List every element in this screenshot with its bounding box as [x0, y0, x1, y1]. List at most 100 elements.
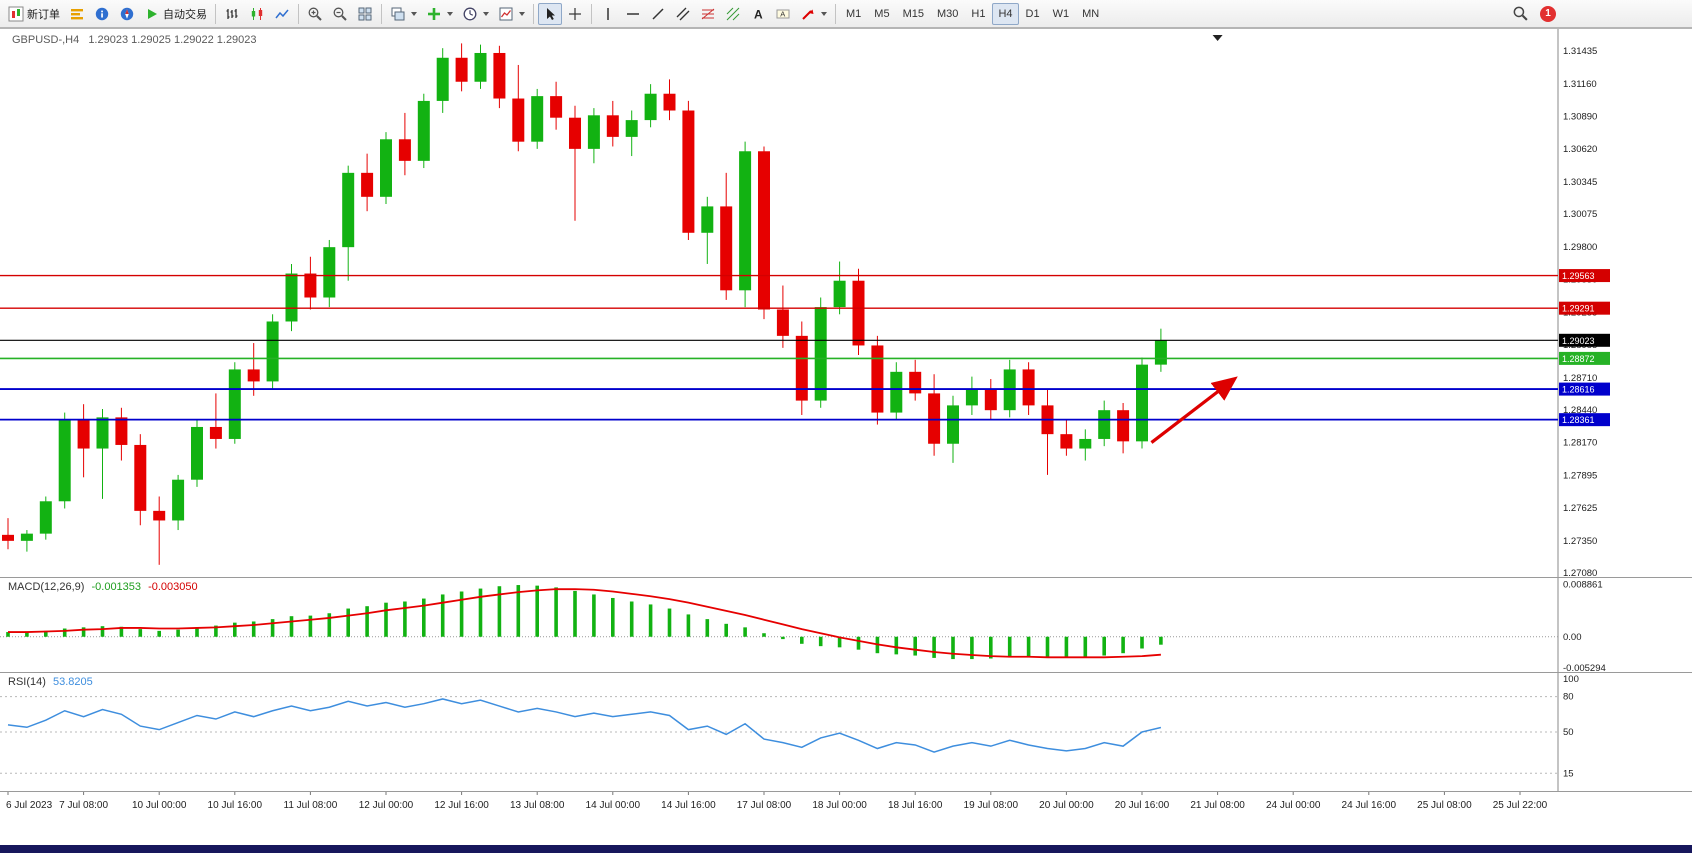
- fibonacci-button[interactable]: [696, 3, 720, 25]
- channel-button[interactable]: [671, 3, 695, 25]
- rsi-canvas[interactable]: 100 80 50 15: [0, 673, 1692, 791]
- fibonacci-icon: [701, 8, 715, 19]
- horizontal-line-button[interactable]: [621, 3, 645, 25]
- data-window-button[interactable]: [90, 3, 114, 25]
- svg-text:25 Jul 22:00: 25 Jul 22:00: [1493, 800, 1548, 811]
- navigator-icon: [120, 7, 134, 20]
- cascade-windows-icon: [391, 7, 405, 20]
- rsi-value: 53.8205: [52, 676, 93, 688]
- time-axis-canvas[interactable]: 6 Jul 2023 7 Jul 08:00 10 Jul 00:00 10 Jul …: [0, 792, 1692, 818]
- arrange-windows-button[interactable]: [386, 3, 421, 25]
- vertical-line-icon: [607, 7, 609, 20]
- timeframe-h4-button[interactable]: H4: [992, 2, 1019, 25]
- svg-text:1.28361: 1.28361: [1562, 415, 1595, 425]
- svg-text:17 Jul 08:00: 17 Jul 08:00: [737, 800, 792, 811]
- crosshair-button[interactable]: [563, 3, 587, 25]
- auto-trading-button[interactable]: 自动交易: [140, 3, 211, 25]
- timeframe-m5-button[interactable]: M5: [868, 3, 895, 25]
- timeframe-m30-button[interactable]: M30: [931, 3, 964, 25]
- market-watch-button[interactable]: [65, 3, 89, 25]
- notification-badge[interactable]: 1: [1540, 5, 1556, 22]
- search-button[interactable]: [1508, 3, 1533, 25]
- candlestick-chart-canvas[interactable]: 1.31435 1.31160 1.30890 1.30620 1.30345 1.300…: [0, 29, 1692, 578]
- navigator-button[interactable]: [115, 3, 139, 25]
- gann-grid-button[interactable]: [721, 3, 745, 25]
- bar-chart-icon: [226, 8, 238, 19]
- svg-text:1.31160: 1.31160: [1563, 79, 1597, 90]
- zoom-in-button[interactable]: [303, 3, 327, 25]
- candlestick-chart-button[interactable]: [245, 3, 269, 25]
- dropdown-caret: [821, 11, 827, 16]
- horizontal-line-icon: [627, 12, 639, 15]
- periods-button[interactable]: [458, 3, 493, 25]
- svg-text:15: 15: [1563, 768, 1574, 779]
- periods-icon: [463, 7, 477, 20]
- arrows-button[interactable]: [796, 3, 831, 25]
- macd-signal-value: -0.003050: [148, 581, 198, 593]
- tile-windows-button[interactable]: [353, 3, 377, 25]
- trendline-icon: [652, 7, 664, 20]
- bar-chart-button[interactable]: [220, 3, 244, 25]
- dropdown-caret: [483, 11, 489, 16]
- line-chart-button[interactable]: [270, 3, 294, 25]
- time-axis[interactable]: 6 Jul 2023 7 Jul 08:00 10 Jul 00:00 10 Jul …: [0, 791, 1692, 818]
- timeframe-mn-button[interactable]: MN: [1076, 3, 1105, 25]
- timeframe-h1-button[interactable]: H1: [965, 3, 991, 25]
- toolbar-separator: [298, 3, 299, 24]
- text-label-button[interactable]: A: [771, 3, 795, 25]
- dropdown-caret: [411, 11, 417, 16]
- add-indicator-icon: [428, 7, 440, 20]
- zoom-out-button[interactable]: [328, 3, 352, 25]
- cursor-icon: [547, 7, 555, 20]
- trendline-button[interactable]: [646, 3, 670, 25]
- svg-text:12 Jul 00:00: 12 Jul 00:00: [359, 800, 414, 811]
- svg-text:1.27895: 1.27895: [1563, 471, 1597, 482]
- svg-text:-0.005294: -0.005294: [1563, 663, 1606, 672]
- svg-text:1.28440: 1.28440: [1563, 405, 1597, 416]
- channel-icon: [676, 7, 690, 20]
- svg-text:14 Jul 00:00: 14 Jul 00:00: [586, 800, 641, 811]
- timeframe-w1-button[interactable]: W1: [1047, 3, 1076, 25]
- svg-text:10 Jul 16:00: 10 Jul 16:00: [208, 800, 263, 811]
- add-indicator-button[interactable]: [422, 3, 457, 25]
- new-order-button[interactable]: 新订单: [4, 3, 64, 25]
- svg-text:1.30620: 1.30620: [1563, 144, 1597, 155]
- timeframe-d1-button[interactable]: D1: [1020, 3, 1046, 25]
- svg-text:1.27080: 1.27080: [1563, 568, 1597, 578]
- gann-grid-icon: [726, 7, 740, 20]
- text-button[interactable]: A: [746, 3, 770, 25]
- main-chart-panel[interactable]: 1.31435 1.31160 1.30890 1.30620 1.30345 1.300…: [0, 28, 1692, 578]
- symbol-label: GBPUSD-,H4: [12, 34, 80, 46]
- market-watch-icon: [71, 8, 83, 19]
- svg-text:50: 50: [1563, 727, 1574, 738]
- cursor-button[interactable]: [538, 2, 562, 25]
- svg-text:19 Jul 08:00: 19 Jul 08:00: [964, 800, 1019, 811]
- svg-text:25 Jul 08:00: 25 Jul 08:00: [1417, 800, 1472, 811]
- timeframe-group: M1 M5 M15 M30 H1 H4 D1 W1 MN: [840, 2, 1105, 25]
- svg-text:21 Jul 08:00: 21 Jul 08:00: [1190, 800, 1245, 811]
- macd-canvas[interactable]: 0.008861 0.00 -0.005294: [0, 578, 1692, 672]
- auto-trading-icon: [148, 8, 157, 19]
- svg-text:1.30345: 1.30345: [1563, 177, 1597, 188]
- rsi-panel[interactable]: 100 80 50 15 RSI(14) 53.8205: [0, 672, 1692, 791]
- templates-button[interactable]: [494, 3, 529, 25]
- vertical-line-button[interactable]: [596, 3, 620, 25]
- svg-text:6 Jul 2023: 6 Jul 2023: [6, 800, 53, 811]
- timeframe-m15-button[interactable]: M15: [897, 3, 930, 25]
- svg-text:24 Jul 00:00: 24 Jul 00:00: [1266, 800, 1321, 811]
- svg-text:1.31435: 1.31435: [1563, 46, 1597, 57]
- svg-text:20 Jul 00:00: 20 Jul 00:00: [1039, 800, 1094, 811]
- svg-text:18 Jul 00:00: 18 Jul 00:00: [812, 800, 867, 811]
- svg-text:18 Jul 16:00: 18 Jul 16:00: [888, 800, 943, 811]
- svg-text:24 Jul 16:00: 24 Jul 16:00: [1342, 800, 1397, 811]
- timeframe-m1-button[interactable]: M1: [840, 3, 867, 25]
- macd-label: MACD(12,26,9) -0.001353 -0.003050: [8, 581, 198, 593]
- svg-text:1.28872: 1.28872: [1562, 354, 1595, 364]
- auto-trading-label: 自动交易: [163, 8, 207, 21]
- svg-text:1.29291: 1.29291: [1562, 304, 1595, 314]
- svg-text:1.29023: 1.29023: [1562, 336, 1595, 346]
- rsi-label: RSI(14) 53.8205: [8, 676, 93, 688]
- macd-name: MACD(12,26,9): [8, 581, 85, 593]
- macd-panel[interactable]: 0.008861 0.00 -0.005294 MACD(12,26,9) -0.0…: [0, 577, 1692, 672]
